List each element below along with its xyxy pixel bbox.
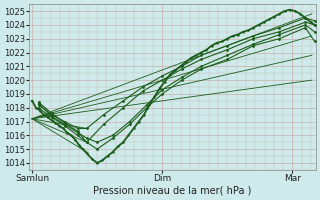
X-axis label: Pression niveau de la mer( hPa ): Pression niveau de la mer( hPa ) — [93, 186, 252, 196]
